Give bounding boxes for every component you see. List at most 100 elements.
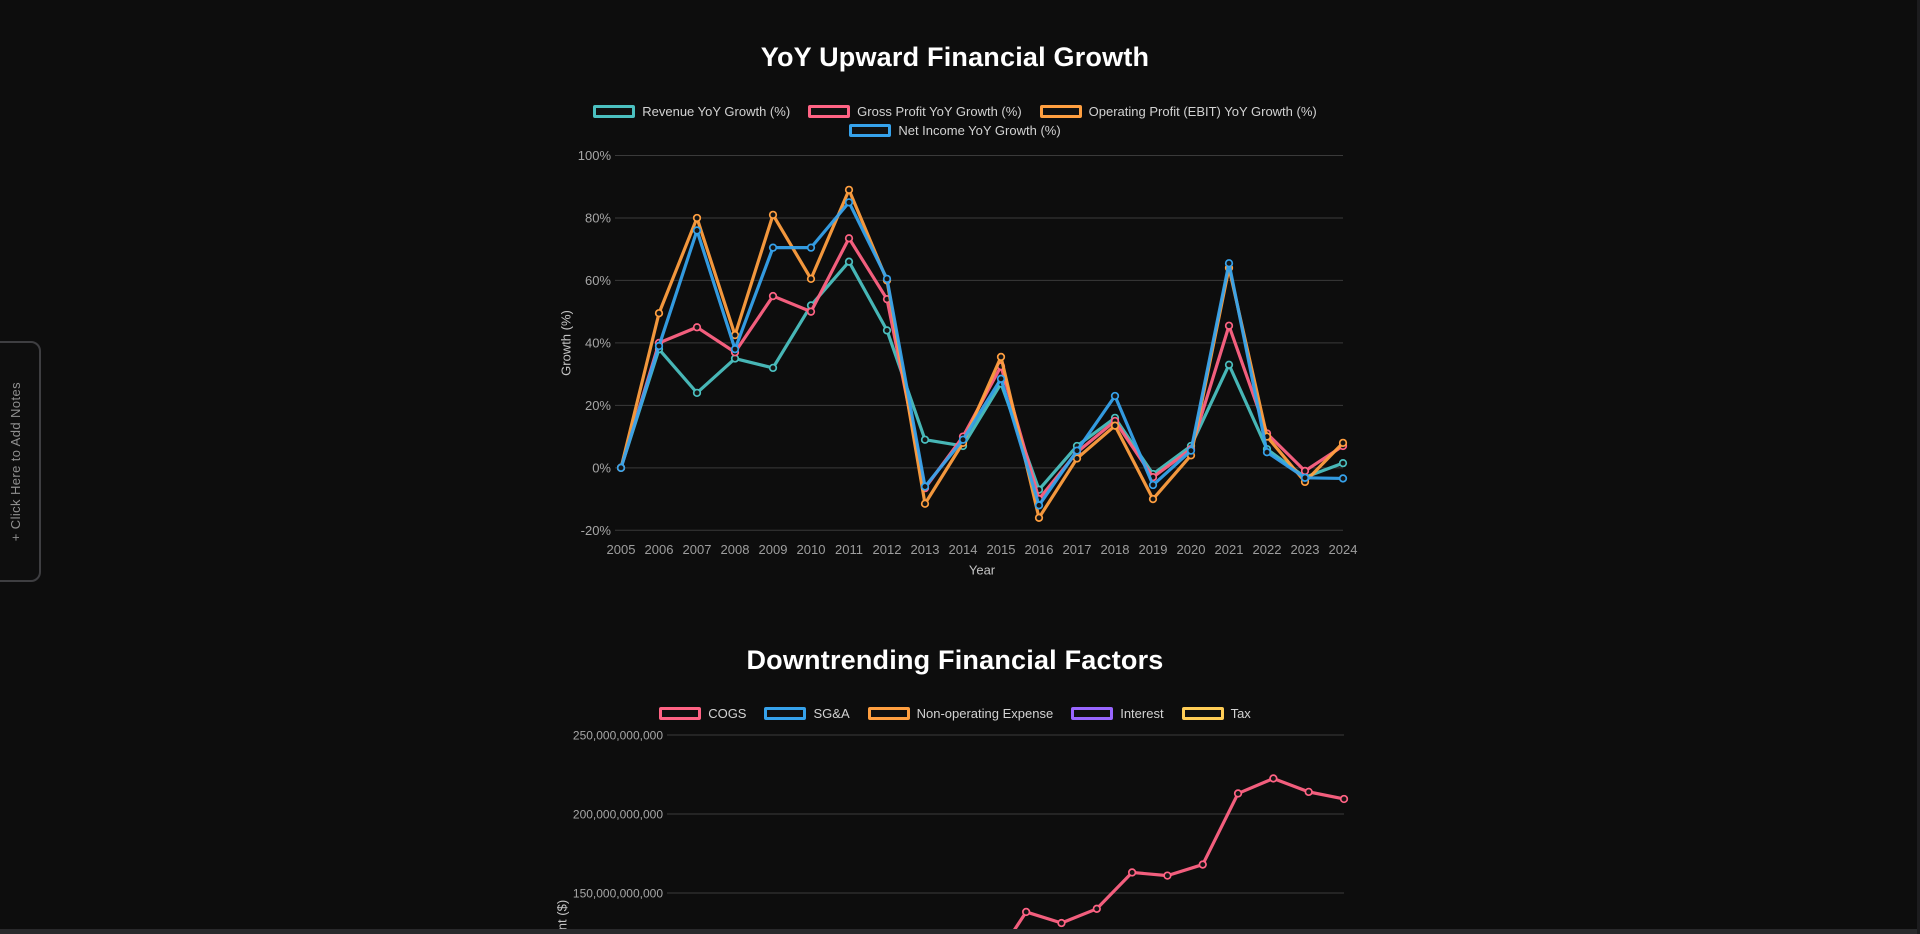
legend-item[interactable]: Operating Profit (EBIT) YoY Growth (%) <box>1039 104 1317 119</box>
data-point <box>1092 904 1101 913</box>
chart1-title: YoY Upward Financial Growth <box>760 42 1150 72</box>
x-tick-label: 2024 <box>1329 542 1358 557</box>
chart2-title: Downtrending Financial Factors <box>746 645 1164 675</box>
chart1-x-axis-title: Year <box>968 562 996 578</box>
chart1-y-axis-title: Growth (%) <box>558 310 574 376</box>
data-point <box>1057 918 1066 928</box>
data-point <box>996 374 1006 383</box>
y-tick-label: 60% <box>585 273 611 288</box>
data-point <box>692 323 702 332</box>
x-tick-label: 2006 <box>645 542 674 557</box>
data-point <box>1186 446 1196 455</box>
data-point <box>1110 421 1120 430</box>
data-point <box>1338 458 1348 468</box>
series-line-2 <box>619 188 1345 520</box>
x-tick-label: 2012 <box>873 542 902 557</box>
x-tick-label: 2011 <box>835 542 863 557</box>
data-point <box>1127 868 1137 877</box>
legend-item[interactable]: Non-operating Expense <box>867 706 1054 721</box>
data-point <box>806 274 816 284</box>
data-point <box>1300 466 1310 476</box>
legend-item[interactable]: SG&A <box>764 706 850 721</box>
data-point <box>844 198 854 207</box>
legend-swatch <box>764 707 807 720</box>
y-tick-label: 40% <box>585 335 611 350</box>
y-tick-label: 80% <box>585 210 611 225</box>
legend-label: SG&A <box>813 706 850 721</box>
legend-item[interactable]: Gross Profit YoY Growth (%) <box>808 104 1022 119</box>
x-tick-label: 2017 <box>1063 542 1092 557</box>
y-tick-label: 200,000,000,000 <box>573 808 663 822</box>
legend-label: Gross Profit YoY Growth (%) <box>857 104 1022 119</box>
data-point <box>654 341 664 351</box>
data-point <box>1148 480 1158 490</box>
y-tick-label: 0% <box>592 460 611 475</box>
legend-label: Interest <box>1120 706 1164 721</box>
y-tick-label: 150,000,000,000 <box>573 887 663 901</box>
data-point <box>920 435 930 444</box>
data-point <box>1110 391 1120 401</box>
series-line-0 <box>1009 776 1346 934</box>
data-point <box>882 326 892 335</box>
x-tick-label: 2023 <box>1291 542 1320 557</box>
x-tick-label: 2021 <box>1215 542 1244 557</box>
x-tick-label: 2007 <box>683 542 712 557</box>
x-tick-label: 2013 <box>911 542 940 557</box>
data-point <box>1262 448 1272 457</box>
data-point <box>806 243 816 252</box>
data-point <box>996 352 1006 362</box>
data-point <box>1198 860 1207 869</box>
legend-item[interactable]: Revenue YoY Growth (%) <box>593 104 790 119</box>
x-tick-label: 2010 <box>797 542 826 557</box>
legend-item[interactable]: Tax <box>1181 706 1251 721</box>
data-point <box>1022 907 1031 917</box>
data-point <box>1338 474 1348 483</box>
legend-swatch <box>1071 707 1114 720</box>
data-point <box>768 243 778 252</box>
data-point <box>1224 259 1234 268</box>
data-point <box>958 435 968 444</box>
legend-swatch <box>593 105 636 118</box>
add-notes-tab-label: + Click Here to Add Notes <box>8 381 23 542</box>
legend-label: Tax <box>1230 706 1251 721</box>
data-point <box>768 291 778 301</box>
x-tick-label: 2018 <box>1101 542 1130 557</box>
legend-label: Non-operating Expense <box>916 706 1054 721</box>
add-notes-tab[interactable]: + Click Here to Add Notes <box>0 341 41 582</box>
legend-label: Net Income YoY Growth (%) <box>898 123 1061 138</box>
data-point <box>654 309 664 318</box>
legend-swatch <box>808 105 851 118</box>
legend-swatch <box>849 124 892 137</box>
legend-swatch <box>1181 707 1224 720</box>
data-point <box>1339 794 1349 804</box>
legend-swatch <box>659 707 702 720</box>
x-tick-label: 2016 <box>1025 542 1054 557</box>
chart2-legend: COGS SG&A Non-operating Expense Interest Tax <box>520 706 1390 721</box>
data-point <box>1034 501 1044 510</box>
legend-item[interactable]: Net Income YoY Growth (%) <box>849 123 1061 138</box>
legend-label: Operating Profit (EBIT) YoY Growth (%) <box>1088 104 1317 119</box>
legend-item[interactable]: COGS <box>659 706 746 721</box>
y-tick-label: 250,000,000,000 <box>573 729 663 743</box>
data-point <box>692 226 702 235</box>
x-tick-label: 2014 <box>949 542 978 557</box>
series-line-3 <box>619 200 1345 507</box>
data-point <box>1148 494 1158 504</box>
legend-label: Revenue YoY Growth (%) <box>642 104 791 119</box>
data-point <box>1233 789 1243 798</box>
x-tick-label: 2020 <box>1177 542 1206 557</box>
legend-item[interactable]: Interest <box>1071 706 1164 721</box>
data-point <box>692 213 702 223</box>
data-point <box>768 363 778 373</box>
right-edge-band <box>1917 0 1920 934</box>
y-tick-label: 20% <box>585 398 611 413</box>
legend-label: COGS <box>708 706 747 721</box>
chart1-legend: Revenue YoY Growth (%) Gross Profit YoY G… <box>520 104 1390 138</box>
data-point <box>806 307 816 316</box>
data-point <box>1304 787 1313 797</box>
x-tick-label: 2009 <box>759 542 788 557</box>
x-tick-label: 2015 <box>987 542 1016 557</box>
data-point <box>1072 454 1082 463</box>
